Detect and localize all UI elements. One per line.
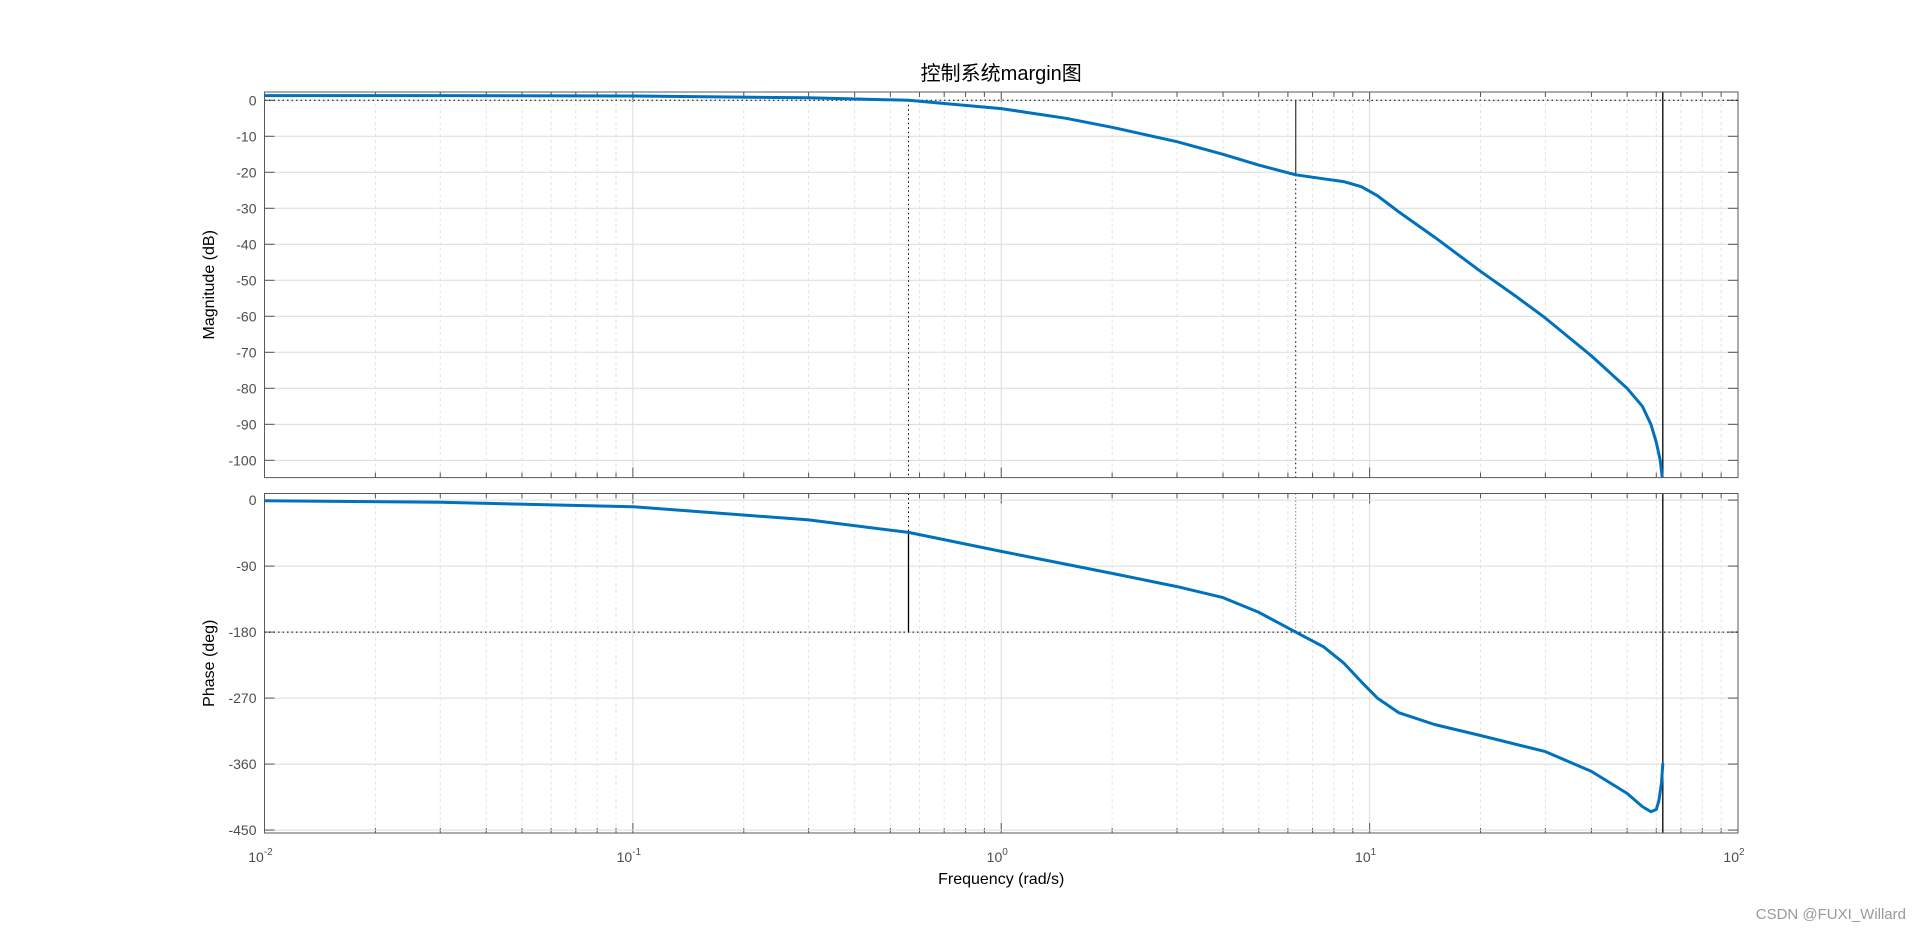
y-axis-label: Magnitude (dB) [201, 230, 218, 339]
y-tick-label: 0 [249, 492, 257, 508]
y-tick-label: -20 [236, 164, 256, 180]
y-tick-label: -360 [228, 756, 256, 772]
phase-curve [264, 499, 1665, 814]
y-tick-label: -80 [236, 380, 256, 396]
panel-magnitude: 0 -10 -20 -30 -40 -50 -60 -70 -80 -90 -100 Magnitud… [201, 91, 1739, 479]
chart-title: 控制系统margin图 [921, 62, 1082, 85]
y-tick-label: -450 [228, 822, 256, 838]
watermark: CSDN @FUXI_Willard [1755, 906, 1906, 923]
y-tick-label: -50 [236, 272, 256, 288]
x-tick-label: 10-2 [248, 847, 273, 865]
y-tick-label: 0 [249, 92, 257, 108]
y-tick-label: -40 [236, 236, 256, 252]
x-tick-label: 102 [1723, 847, 1745, 865]
axes-box [264, 493, 1739, 834]
x-tick-label: 100 [987, 847, 1009, 865]
y-axis-label: Phase (deg) [201, 620, 218, 707]
y-tick-label: -70 [236, 344, 256, 360]
x-axis-label: Frequency (rad/s) [938, 871, 1064, 888]
magnitude-curve [264, 94, 1664, 478]
y-tick-label: -100 [228, 452, 256, 468]
y-tick-label: -90 [236, 416, 256, 432]
axes-box [264, 91, 1739, 479]
x-tick-label: 10-1 [617, 847, 642, 865]
y-tick-label: -60 [236, 308, 256, 324]
y-tick-label: -30 [236, 200, 256, 216]
x-tick-label: 101 [1355, 847, 1377, 865]
panel-phase: 0 -90 -180 -270 -360 -450 Phase (deg) [201, 492, 1739, 838]
y-tick-label: -180 [228, 624, 256, 640]
y-tick-label: -90 [236, 558, 256, 574]
y-tick-label: -10 [236, 128, 256, 144]
y-tick-label: -270 [228, 690, 256, 706]
